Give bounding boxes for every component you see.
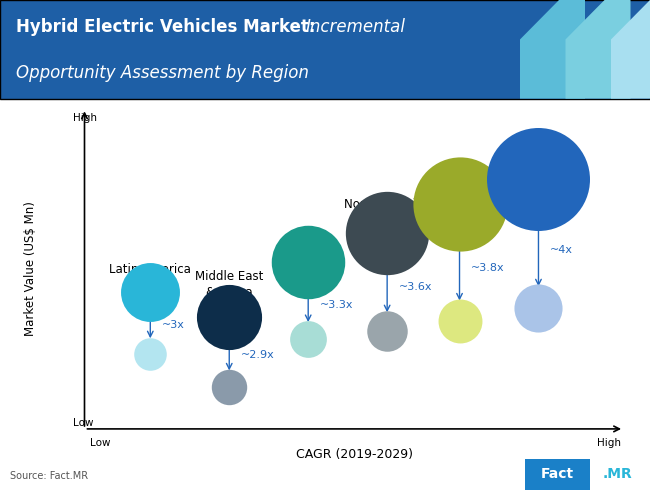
Text: ~3.6x: ~3.6x (399, 282, 432, 292)
Point (303, 258, 313, 266)
Text: .MR: .MR (603, 467, 632, 481)
Point (224, 313, 235, 320)
Point (454, 200, 465, 208)
Point (382, 229, 393, 237)
Point (382, 327, 393, 335)
Text: Fact: Fact (541, 467, 574, 481)
Point (533, 304, 543, 312)
Text: High: High (597, 438, 621, 448)
Polygon shape (611, 0, 650, 99)
Point (303, 336, 313, 344)
Text: Low: Low (73, 418, 93, 428)
Text: ~3.8x: ~3.8x (471, 263, 505, 274)
Text: Hybrid Electric Vehicles Market:: Hybrid Electric Vehicles Market: (16, 18, 322, 36)
Text: Middle East
& Africa: Middle East & Africa (195, 270, 263, 299)
Text: Japan: Japan (292, 230, 324, 243)
Text: Latin America: Latin America (109, 263, 191, 276)
FancyBboxPatch shape (0, 0, 650, 99)
Point (533, 176, 543, 183)
Text: ~2.9x: ~2.9x (241, 350, 275, 360)
Text: Low: Low (90, 438, 110, 448)
Polygon shape (520, 0, 585, 99)
Text: Opportunity Assessment by Region: Opportunity Assessment by Region (16, 64, 309, 82)
Point (454, 317, 465, 325)
Text: North America: North America (344, 198, 430, 211)
Point (145, 287, 155, 295)
Text: High: High (73, 112, 97, 123)
Point (145, 350, 155, 358)
Text: ~4x: ~4x (551, 245, 573, 255)
Text: ~3.3x: ~3.3x (320, 300, 354, 310)
Text: Europe: Europe (439, 165, 480, 178)
Text: Source: Fact.MR: Source: Fact.MR (10, 471, 88, 481)
Text: APEJ: APEJ (526, 138, 551, 151)
FancyBboxPatch shape (525, 459, 590, 490)
Text: Incremental: Incremental (306, 18, 406, 36)
Polygon shape (566, 0, 630, 99)
Text: CAGR (2019-2029): CAGR (2019-2029) (296, 448, 413, 460)
Text: ~3x: ~3x (162, 320, 185, 330)
Point (224, 384, 235, 391)
Text: Market Value (US$ Mn): Market Value (US$ Mn) (24, 201, 37, 336)
